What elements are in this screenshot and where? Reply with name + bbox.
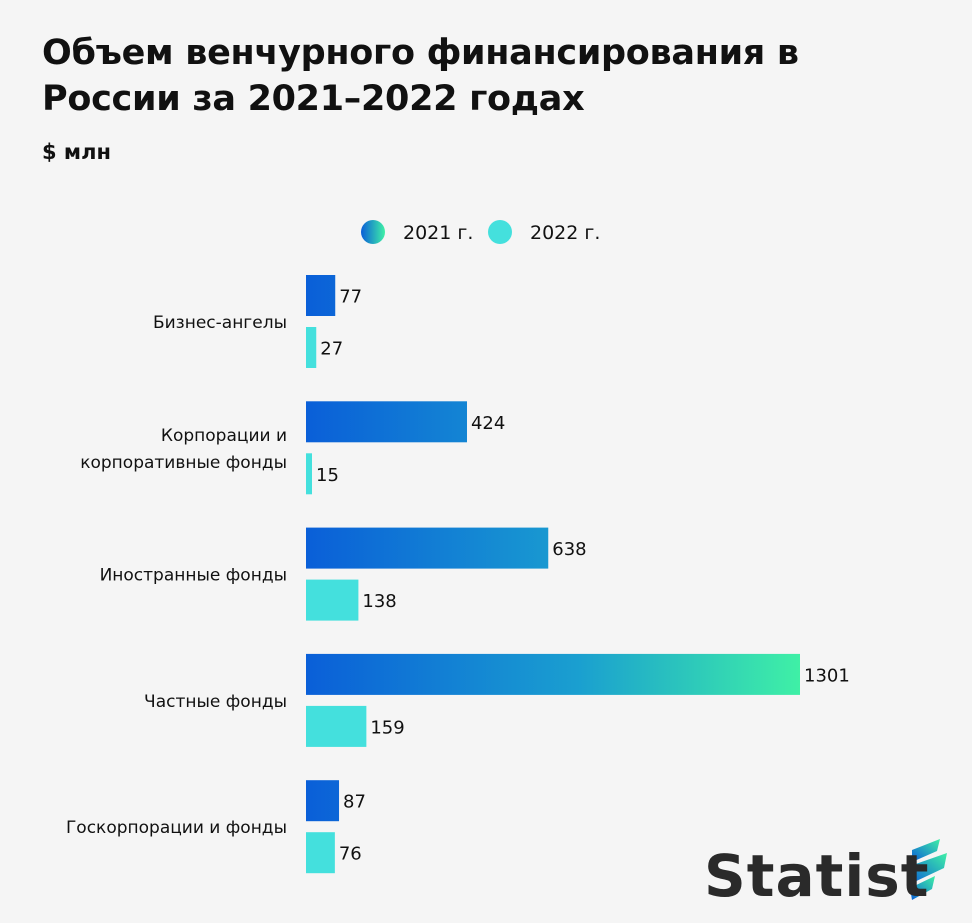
legend: 2021 г. 2022 г. [361,220,600,244]
bar-2021 [306,527,549,569]
category-label: Госкорпорации и фонды [66,818,287,838]
bar-2022 [306,705,367,747]
data-label: 1301 [804,665,850,686]
bar-2022 [306,579,359,621]
bar-2022 [306,832,335,874]
chart-title: Объем венчурного финансирования в России… [42,33,799,119]
bar-2021 [306,275,336,316]
data-label: 87 [343,792,366,813]
category-label: Бизнес-ангелы [153,313,287,333]
data-label: 27 [320,339,343,360]
data-label: 77 [339,287,362,308]
category-label: Частные фонды [144,692,287,712]
bar-2022 [306,327,317,368]
bar-2022 [306,453,312,495]
data-label: 424 [471,413,505,434]
bar-2021 [306,401,467,443]
category-label: корпоративные фонды [80,453,287,473]
bar-2021 [306,780,340,822]
data-label: 638 [552,539,586,560]
legend-swatch-1 [361,220,385,244]
data-label: 159 [370,717,404,738]
data-label: 15 [316,465,339,486]
statist-logo: Statist [704,842,930,910]
bar-2021 [306,653,800,695]
chart-subtitle: $ млн [42,140,111,164]
legend-swatch-2 [488,220,512,244]
legend-label-2: 2022 г. [530,222,600,244]
category-label: Иностранные фонды [100,566,287,586]
statist-logo-icon [910,839,947,900]
data-label: 76 [339,844,362,865]
legend-label-1: 2021 г. [403,222,473,244]
category-label: Корпорации и [161,426,287,446]
data-label: 138 [362,591,396,612]
